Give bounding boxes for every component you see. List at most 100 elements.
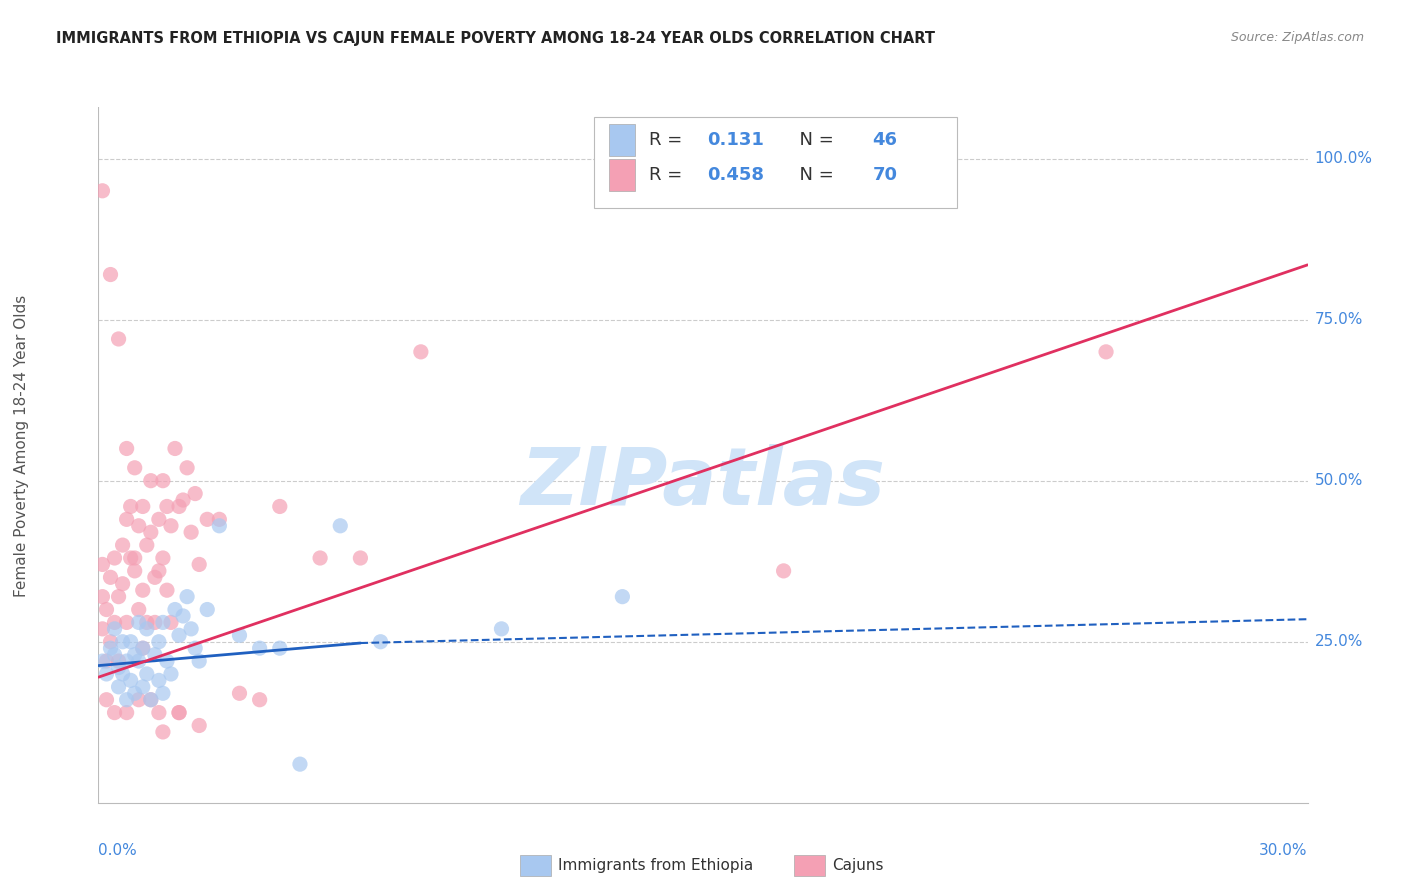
Point	[100, 641, 122, 656]
Point	[612, 590, 634, 604]
Point	[143, 615, 166, 630]
Point	[107, 590, 129, 604]
Point	[96, 654, 118, 668]
Point	[152, 474, 174, 488]
Point	[152, 725, 174, 739]
Point	[100, 634, 122, 648]
Text: N =: N =	[787, 131, 839, 150]
Text: R =: R =	[648, 166, 688, 185]
Point	[180, 622, 202, 636]
Point	[772, 564, 794, 578]
Point	[167, 706, 190, 720]
Point	[128, 602, 150, 616]
Point	[156, 583, 179, 598]
Point	[107, 654, 129, 668]
Text: Cajuns: Cajuns	[832, 858, 884, 872]
Point	[167, 628, 190, 642]
Point	[128, 615, 150, 630]
Point	[120, 500, 142, 514]
Text: IMMIGRANTS FROM ETHIOPIA VS CAJUN FEMALE POVERTY AMONG 18-24 YEAR OLDS CORRELATI: IMMIGRANTS FROM ETHIOPIA VS CAJUN FEMALE…	[56, 31, 935, 46]
Point	[91, 654, 114, 668]
Point	[96, 602, 118, 616]
Point	[128, 692, 150, 706]
Text: 100.0%: 100.0%	[1315, 151, 1372, 166]
Point	[228, 686, 250, 700]
Point	[188, 558, 211, 572]
Point	[148, 634, 170, 648]
Point	[103, 706, 125, 720]
Point	[132, 680, 155, 694]
Text: 30.0%: 30.0%	[1260, 843, 1308, 858]
Point	[139, 692, 162, 706]
Text: Source: ZipAtlas.com: Source: ZipAtlas.com	[1230, 31, 1364, 45]
Point	[115, 692, 138, 706]
Point	[188, 654, 211, 668]
Point	[124, 686, 146, 700]
Point	[124, 564, 146, 578]
Point	[148, 706, 170, 720]
Point	[124, 460, 146, 475]
Text: 0.131: 0.131	[707, 131, 763, 150]
Point	[135, 615, 157, 630]
Point	[132, 641, 155, 656]
Point	[124, 551, 146, 566]
Point	[100, 570, 122, 584]
Point	[163, 602, 186, 616]
Point	[349, 551, 371, 566]
Point	[96, 667, 118, 681]
Point	[184, 486, 207, 500]
Point	[156, 500, 179, 514]
Point	[103, 622, 125, 636]
Point	[188, 718, 211, 732]
Point	[128, 518, 150, 533]
Point	[91, 622, 114, 636]
Point	[172, 493, 194, 508]
Point	[124, 648, 146, 662]
Point	[167, 500, 190, 514]
Point	[107, 332, 129, 346]
Point	[163, 442, 186, 456]
Point	[148, 564, 170, 578]
Point	[132, 500, 155, 514]
Point	[107, 660, 129, 674]
Point	[160, 667, 183, 681]
Text: 0.458: 0.458	[707, 166, 763, 185]
Point	[184, 641, 207, 656]
Point	[103, 615, 125, 630]
Point	[115, 654, 138, 668]
Bar	[609, 159, 636, 191]
Text: 75.0%: 75.0%	[1315, 312, 1362, 327]
Point	[167, 706, 190, 720]
Point	[143, 648, 166, 662]
Text: R =: R =	[648, 131, 688, 150]
Point	[115, 512, 138, 526]
Point	[249, 692, 271, 706]
Text: 0.0%: 0.0%	[98, 843, 138, 858]
Text: Female Poverty Among 18-24 Year Olds: Female Poverty Among 18-24 Year Olds	[14, 295, 28, 597]
Point	[91, 590, 114, 604]
Bar	[609, 124, 636, 156]
Point	[269, 500, 291, 514]
Point	[148, 512, 170, 526]
Point	[309, 551, 332, 566]
Point	[135, 622, 157, 636]
Point	[152, 551, 174, 566]
Point	[160, 518, 183, 533]
Point	[195, 602, 218, 616]
FancyBboxPatch shape	[595, 118, 957, 208]
Text: Immigrants from Ethiopia: Immigrants from Ethiopia	[558, 858, 754, 872]
Point	[135, 538, 157, 552]
Point	[172, 609, 194, 624]
Point	[409, 344, 432, 359]
Point	[115, 615, 138, 630]
Point	[329, 518, 352, 533]
Point	[107, 680, 129, 694]
Point	[132, 641, 155, 656]
Point	[111, 538, 134, 552]
Point	[180, 525, 202, 540]
Point	[208, 512, 231, 526]
Point	[111, 634, 134, 648]
Point	[176, 460, 198, 475]
Point	[195, 512, 218, 526]
Text: N =: N =	[787, 166, 839, 185]
